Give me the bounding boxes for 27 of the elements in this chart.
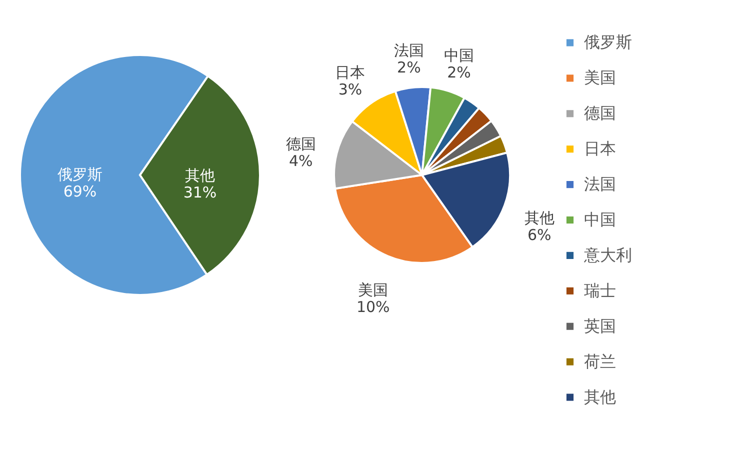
legend-label: 英国 (584, 316, 616, 336)
legend-label: 荷兰 (584, 352, 616, 371)
slice-label: 其他 (185, 166, 215, 184)
data-label: 3% (338, 80, 362, 99)
slice-label: 美国 (358, 281, 388, 300)
legend-label: 法国 (584, 174, 616, 194)
data-label: 6% (527, 226, 552, 244)
data-label: 2% (397, 58, 421, 77)
legend-label: 日本 (584, 139, 616, 158)
legend-label: 美国 (584, 68, 616, 88)
slice-label: 法国 (394, 42, 424, 60)
legend-label: 其他 (584, 387, 616, 406)
slice-label: 俄罗斯 (58, 166, 102, 184)
legend-label: 德国 (584, 104, 616, 123)
legend-label: 瑞士 (584, 280, 616, 300)
legend-label: 意大利 (583, 245, 632, 264)
data-label: 2% (447, 64, 471, 82)
data-label: 31% (183, 183, 217, 202)
data-label: 69% (63, 182, 97, 201)
slice-label: 中国 (444, 46, 474, 65)
data-label: 10% (356, 298, 390, 316)
data-label: 4% (288, 152, 313, 170)
legend-label: 俄罗斯 (584, 32, 632, 52)
slice-label: 德国 (286, 135, 316, 154)
slice-label: 日本 (335, 64, 366, 82)
legend-label: 中国 (584, 210, 616, 229)
slice-label: 其他 (524, 209, 554, 227)
